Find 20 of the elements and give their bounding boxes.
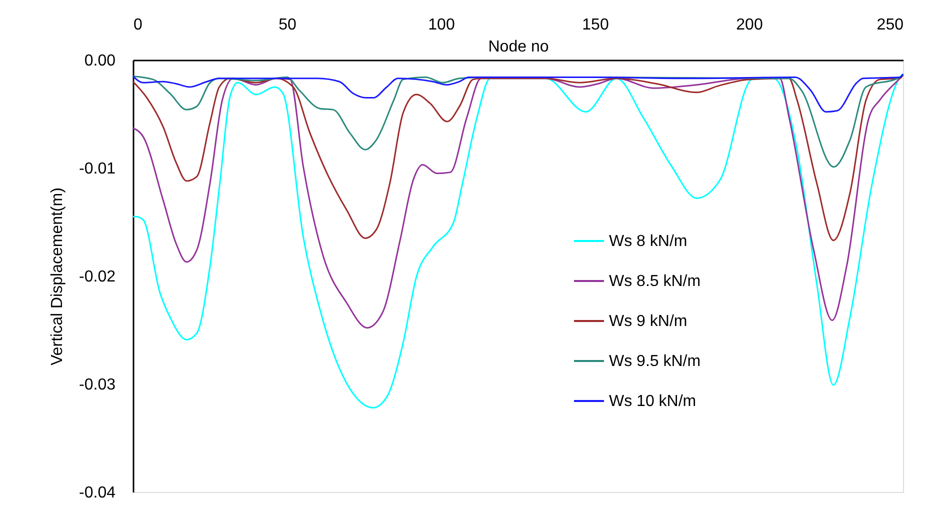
legend-label: Ws 9 kN/m <box>609 313 688 330</box>
x-tick-label: 100 <box>428 16 455 34</box>
legend-label: Ws 10 kN/m <box>609 393 696 410</box>
x-tick-label: 50 <box>278 16 296 34</box>
line-series <box>132 73 904 409</box>
legend-label: Ws 8.5 kN/m <box>609 273 701 290</box>
y-tick-label: -0.01 <box>79 160 116 178</box>
legend-label: Ws 8 kN/m <box>609 233 688 250</box>
x-axis-title: Node no <box>488 38 549 56</box>
y-tick-label: -0.04 <box>79 484 116 502</box>
x-tick-label: 200 <box>736 16 763 34</box>
x-tick-label: 0 <box>134 16 142 34</box>
line-series <box>132 73 904 113</box>
legend-label: Ws 9.5 kN/m <box>609 353 701 370</box>
y-tick-label: -0.02 <box>79 268 116 286</box>
y-axis-title: Vertical Displacement(m) <box>49 188 66 366</box>
x-tick-label: 150 <box>582 16 609 34</box>
x-tick-label: 250 <box>876 16 904 34</box>
y-tick-label: 0.00 <box>84 52 116 70</box>
y-tick-label: -0.03 <box>79 376 116 394</box>
